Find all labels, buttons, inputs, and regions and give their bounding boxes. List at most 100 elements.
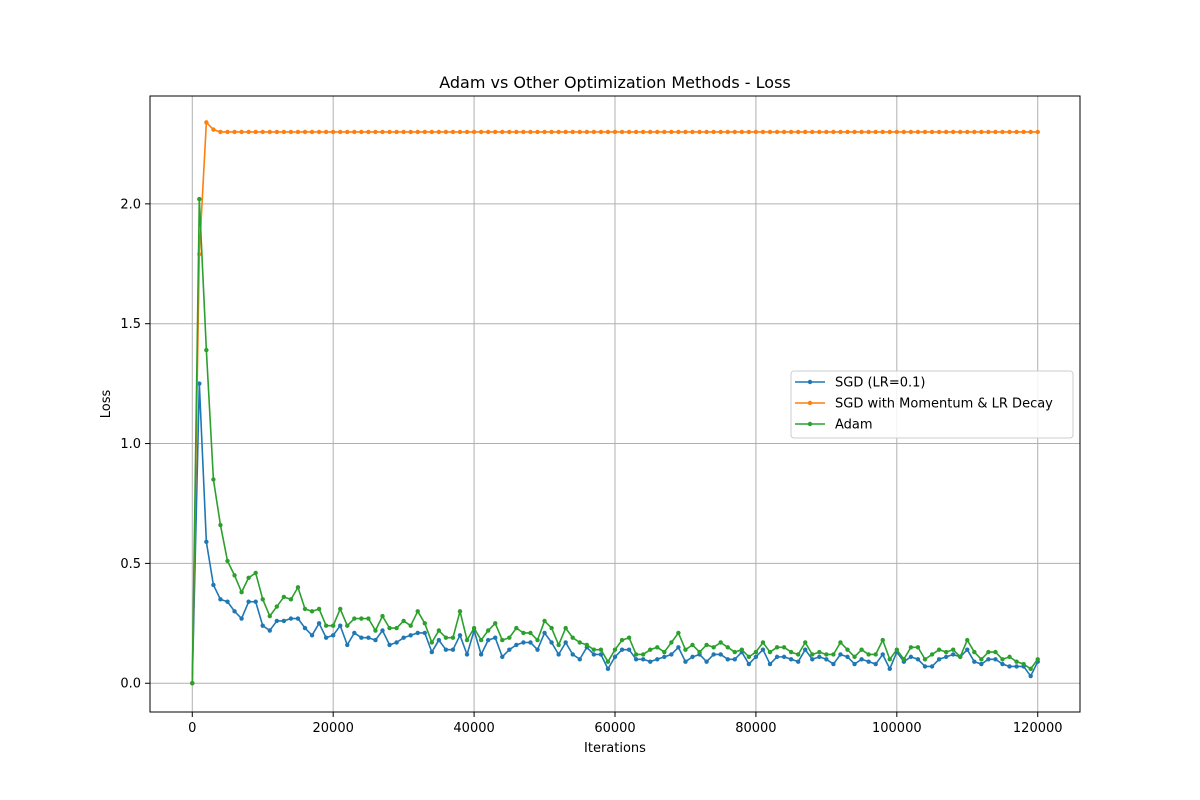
data-point	[915, 129, 921, 135]
legend-swatch-marker	[807, 421, 813, 427]
data-point	[345, 623, 350, 628]
data-point	[788, 129, 794, 135]
data-point	[1000, 661, 1005, 667]
data-point	[500, 129, 505, 135]
data-point	[598, 129, 604, 135]
x-tick-label: 80000	[735, 721, 776, 736]
data-point	[605, 659, 611, 664]
data-point	[471, 129, 477, 135]
data-point	[993, 129, 998, 135]
data-point	[352, 616, 357, 621]
data-point	[880, 652, 885, 657]
data-point	[711, 652, 716, 657]
data-point	[1014, 659, 1019, 664]
data-point	[760, 640, 766, 645]
data-point	[436, 129, 442, 135]
data-point	[387, 642, 392, 648]
data-point	[218, 597, 223, 602]
data-point	[443, 635, 449, 640]
data-point	[507, 647, 512, 652]
data-point	[936, 647, 942, 652]
data-point	[669, 129, 674, 135]
data-point	[267, 613, 272, 619]
y-tick-label: 0.0	[120, 677, 141, 692]
data-point	[894, 647, 900, 652]
data-point	[359, 635, 364, 640]
data-point	[521, 630, 526, 636]
data-point	[281, 618, 287, 624]
data-point	[986, 129, 991, 135]
data-point	[563, 625, 568, 631]
data-point	[965, 637, 970, 643]
data-point	[711, 645, 716, 650]
data-point	[577, 129, 582, 135]
data-point	[1028, 129, 1033, 135]
data-point	[464, 129, 470, 135]
data-point	[669, 640, 674, 645]
data-point	[655, 129, 660, 135]
y-tick-label: 1.5	[120, 317, 141, 332]
legend-item: SGD with Momentum & LR Decay	[795, 397, 1053, 412]
data-point	[908, 654, 914, 660]
data-point	[493, 129, 498, 135]
data-point	[528, 640, 533, 645]
data-point	[873, 652, 878, 657]
data-point	[415, 129, 420, 135]
data-point	[408, 129, 413, 135]
y-tick-label: 0.5	[120, 557, 141, 572]
data-point	[485, 637, 491, 643]
data-point	[204, 539, 209, 545]
data-point	[683, 659, 688, 664]
data-point	[704, 129, 709, 135]
data-point	[352, 129, 357, 135]
data-point	[760, 647, 766, 652]
data-point	[225, 129, 230, 135]
data-point	[838, 640, 843, 645]
data-point	[704, 642, 709, 648]
data-point	[915, 645, 921, 650]
data-point	[803, 640, 808, 645]
data-point	[323, 129, 329, 135]
legend-item: Adam	[795, 418, 873, 433]
data-point	[908, 129, 914, 135]
data-point	[302, 606, 308, 612]
data-point	[380, 129, 385, 135]
data-point	[394, 625, 399, 631]
data-point	[972, 129, 977, 135]
data-point	[943, 649, 949, 655]
data-point	[831, 652, 836, 657]
legend-box	[790, 370, 1074, 439]
data-point	[436, 637, 442, 643]
data-point	[986, 649, 991, 655]
data-point	[866, 652, 871, 657]
data-point	[591, 647, 597, 652]
data-point	[507, 635, 512, 640]
data-point	[887, 657, 892, 662]
data-point	[422, 129, 427, 135]
ticks: 0 20000 40000 60000 80000 100000 120000 0.0 0.5 1…	[120, 197, 1062, 736]
data-point	[929, 664, 935, 669]
data-point	[810, 657, 815, 662]
data-point	[429, 129, 435, 135]
data-point	[887, 666, 892, 672]
data-point	[817, 129, 822, 135]
data-point	[1014, 129, 1019, 135]
data-point	[1007, 654, 1012, 660]
data-point	[316, 129, 322, 135]
data-point	[1007, 129, 1012, 135]
data-point	[246, 599, 251, 604]
data-point	[746, 654, 752, 660]
data-point	[958, 129, 963, 135]
legend: SGD (LR=0.1) SGD with Momentum & LR Decay…	[790, 370, 1074, 439]
data-point	[1007, 664, 1012, 669]
data-point	[352, 630, 357, 636]
data-point	[239, 129, 244, 135]
series-1	[190, 120, 1040, 686]
data-point	[190, 681, 195, 686]
data-point	[662, 129, 667, 135]
data-point	[450, 129, 456, 135]
data-point	[803, 647, 808, 652]
data-point	[760, 129, 766, 135]
x-tick-label: 40000	[453, 721, 494, 736]
data-point	[309, 129, 315, 135]
